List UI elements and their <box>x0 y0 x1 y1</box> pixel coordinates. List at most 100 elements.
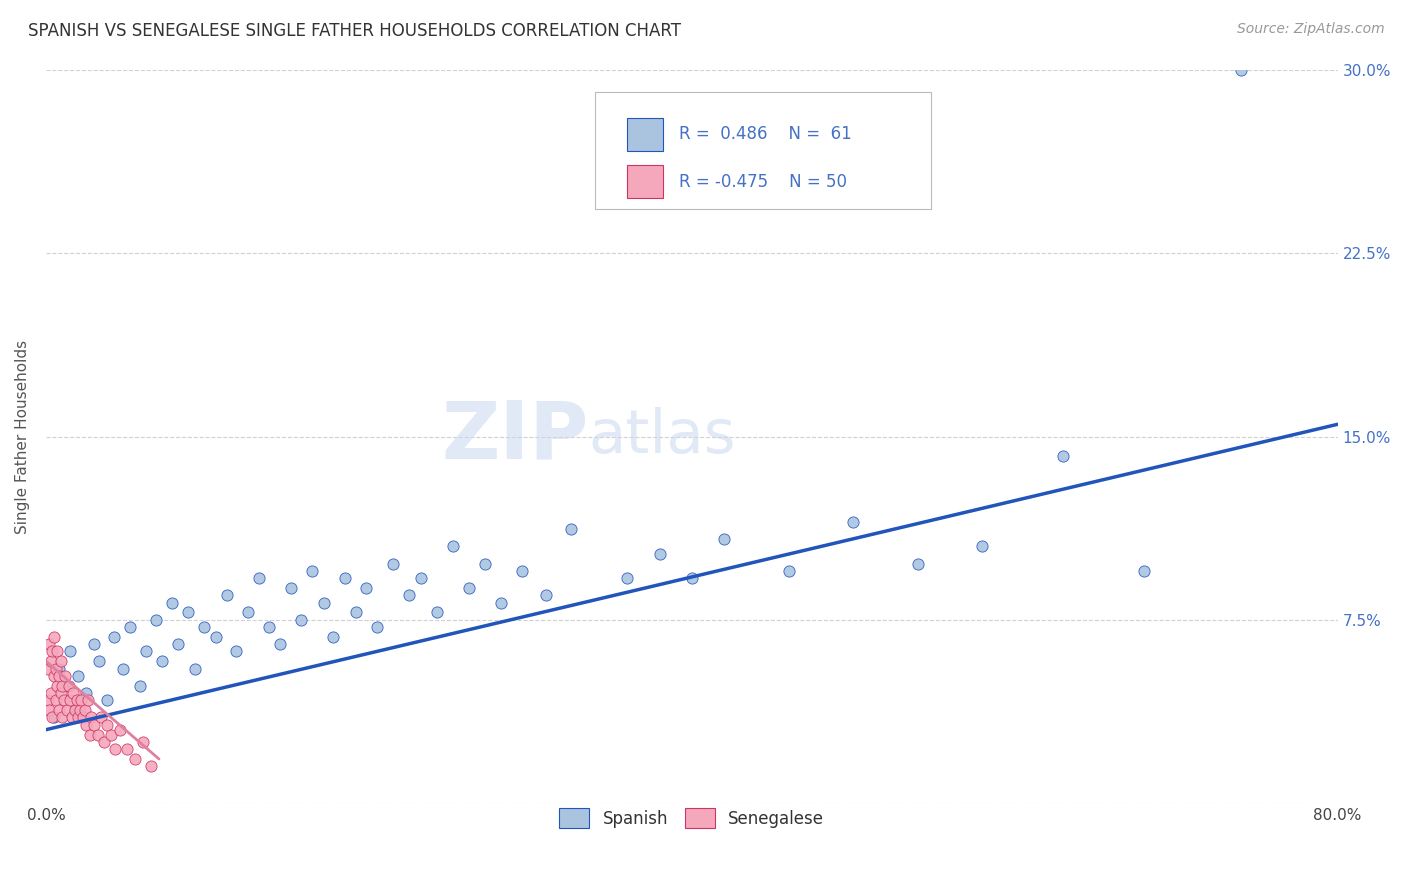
FancyBboxPatch shape <box>627 165 664 198</box>
Point <box>112 662 135 676</box>
Point <box>312 596 335 610</box>
Point <box>41 710 63 724</box>
Point <box>458 581 481 595</box>
Point <box>103 630 125 644</box>
Point <box>73 703 96 717</box>
Point <box>38 703 60 717</box>
Point <box>354 581 377 595</box>
Point <box>247 571 270 585</box>
Point <box>49 654 72 668</box>
Point <box>53 669 76 683</box>
Point <box>128 679 150 693</box>
Point <box>75 718 97 732</box>
Point <box>37 662 59 676</box>
Point <box>510 564 533 578</box>
Point <box>56 703 79 717</box>
Point <box>426 606 449 620</box>
Point <box>67 669 90 683</box>
Point <box>139 759 162 773</box>
Point <box>96 718 118 732</box>
Point <box>86 727 108 741</box>
Point <box>280 581 302 595</box>
Point <box>38 637 60 651</box>
Point <box>59 693 82 707</box>
Point <box>322 630 344 644</box>
Point <box>560 522 582 536</box>
Point <box>124 752 146 766</box>
Point <box>778 564 800 578</box>
Point <box>1052 449 1074 463</box>
Point <box>713 532 735 546</box>
Point <box>592 131 614 145</box>
Point <box>1229 63 1251 78</box>
Point <box>215 588 238 602</box>
Point <box>45 662 67 676</box>
Point <box>204 630 226 644</box>
Point <box>72 710 94 724</box>
Point <box>58 679 80 693</box>
Point <box>63 703 86 717</box>
Point <box>59 644 82 658</box>
FancyBboxPatch shape <box>595 92 931 210</box>
Point <box>135 644 157 658</box>
Point <box>333 571 356 585</box>
Point <box>648 547 671 561</box>
Point <box>69 703 91 717</box>
Point <box>398 588 420 602</box>
Point <box>67 710 90 724</box>
Point <box>115 742 138 756</box>
Point <box>491 596 513 610</box>
Point <box>79 727 101 741</box>
Point <box>42 669 65 683</box>
Point <box>75 686 97 700</box>
Point <box>70 693 93 707</box>
Point <box>110 723 132 737</box>
FancyBboxPatch shape <box>627 118 664 151</box>
Point <box>46 644 69 658</box>
Point <box>118 620 141 634</box>
Point <box>167 637 190 651</box>
Point <box>41 644 63 658</box>
Text: ZIP: ZIP <box>441 398 589 475</box>
Point <box>104 742 127 756</box>
Legend: Spanish, Senegalese: Spanish, Senegalese <box>553 801 831 835</box>
Point <box>132 735 155 749</box>
Point <box>177 606 200 620</box>
Point <box>83 718 105 732</box>
Point <box>301 564 323 578</box>
Point <box>236 606 259 620</box>
Text: Source: ZipAtlas.com: Source: ZipAtlas.com <box>1237 22 1385 37</box>
Point <box>536 588 558 602</box>
Point <box>269 637 291 651</box>
Point <box>63 703 86 717</box>
Point <box>96 693 118 707</box>
Point <box>441 540 464 554</box>
Text: atlas: atlas <box>589 407 735 466</box>
Point <box>366 620 388 634</box>
Point <box>93 735 115 749</box>
Point <box>42 630 65 644</box>
Point <box>474 557 496 571</box>
Point <box>52 693 75 707</box>
Point <box>257 620 280 634</box>
Point <box>100 727 122 741</box>
Point <box>89 654 111 668</box>
Point <box>382 557 405 571</box>
Point <box>145 613 167 627</box>
Point <box>972 540 994 554</box>
Point <box>51 710 73 724</box>
Point <box>46 679 69 693</box>
Point <box>80 710 103 724</box>
Point <box>39 686 62 700</box>
Point <box>193 620 215 634</box>
Point <box>409 571 432 585</box>
Point <box>90 710 112 724</box>
Point <box>344 606 367 620</box>
Point <box>53 679 76 693</box>
Text: R = -0.475    N = 50: R = -0.475 N = 50 <box>679 173 846 191</box>
Point <box>907 557 929 571</box>
Point <box>66 693 89 707</box>
Text: SPANISH VS SENEGALESE SINGLE FATHER HOUSEHOLDS CORRELATION CHART: SPANISH VS SENEGALESE SINGLE FATHER HOUS… <box>28 22 681 40</box>
Point <box>39 654 62 668</box>
Point <box>290 613 312 627</box>
